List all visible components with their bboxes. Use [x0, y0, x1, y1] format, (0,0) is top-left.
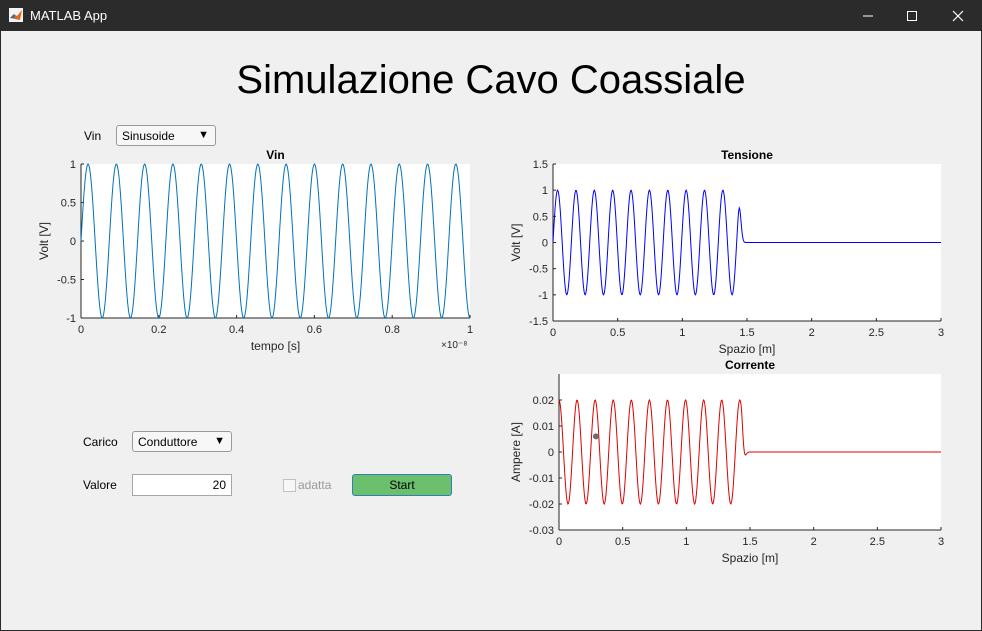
- x-tick-label: 1: [679, 327, 685, 339]
- data-marker: [592, 433, 599, 440]
- x-tick-label: 3: [938, 327, 944, 339]
- y-tick-label: -0.02: [529, 499, 554, 511]
- y-tick-label: 0.01: [533, 421, 554, 433]
- chart-title: Corrente: [725, 358, 775, 372]
- app-heading: Simulazione Cavo Coassiale: [236, 58, 746, 102]
- matlab-logo-icon: [9, 8, 23, 22]
- chart-2: 0 0.5 1 1.5 2 2.5 3 0.02 0.01 0 -0.01 -0.02 -0.03 Cor…: [509, 358, 944, 565]
- y-axis-label: Volt [V]: [37, 222, 51, 260]
- chevron-down-icon: ▼: [214, 435, 225, 447]
- x-tick-label: 3: [938, 536, 944, 548]
- chevron-down-icon: ▼: [198, 129, 209, 141]
- y-tick-label: -0.5: [57, 275, 76, 287]
- adatta-label: adatta: [298, 478, 332, 492]
- x-tick-label: 2: [811, 536, 817, 548]
- chart-1: 0 0.5 1 1.5 2 2.5 3 1.5 1 0.5 0 -0.5 -1 -1.5 Tensione S…: [509, 148, 944, 356]
- x-tick-label: 0.2: [151, 324, 166, 336]
- series-line-0: [80, 163, 471, 319]
- start-button[interactable]: Start: [352, 474, 452, 496]
- carico-label: Carico: [83, 435, 118, 449]
- chart-0: 0 0.2 0.4 0.6 0.8 1 1 0.5 0 -0.5 -1 Vin tempo [s] Vol…: [37, 148, 473, 353]
- minimize-button[interactable]: [845, 0, 891, 31]
- carico-dropdown[interactable]: Conduttore ▼: [132, 431, 232, 452]
- y-tick-label: -0.03: [529, 525, 554, 537]
- x-axis-label: Spazio [m]: [719, 342, 776, 356]
- valore-field[interactable]: [132, 474, 232, 496]
- y-tick-label: 0: [548, 447, 554, 459]
- y-tick-label: -1: [66, 313, 76, 325]
- x-tick-label: 0.6: [307, 324, 322, 336]
- maximize-icon: [907, 10, 917, 21]
- x-tick-label: 1.5: [742, 536, 757, 548]
- y-axis-label: Volt [V]: [509, 223, 523, 261]
- y-tick-label: -1: [538, 290, 548, 302]
- y-tick-label: 0.5: [533, 211, 548, 223]
- y-tick-label: 1: [542, 185, 548, 197]
- y-tick-label: -1.5: [529, 316, 548, 328]
- maximize-button[interactable]: [889, 0, 935, 31]
- x-tick-label: 2.5: [870, 536, 885, 548]
- x-axis-label: Spazio [m]: [722, 551, 779, 565]
- y-tick-label: 0.02: [533, 395, 554, 407]
- window-titlebar: MATLAB App: [0, 0, 982, 31]
- x-tick-label: 0.8: [385, 324, 400, 336]
- window-title: MATLAB App: [30, 8, 108, 23]
- x-tick-label: 0.5: [610, 327, 625, 339]
- y-tick-label: 1.5: [533, 159, 548, 171]
- vin-dropdown-value: Sinusoide: [122, 129, 175, 143]
- y-tick-label: 0.5: [61, 198, 76, 210]
- x-tick-label: 0.5: [615, 536, 630, 548]
- chart-title: Tensione: [721, 148, 773, 162]
- y-axis-label: Ampere [A]: [509, 422, 523, 482]
- x-axis-multiplier: ×10⁻⁸: [441, 340, 467, 351]
- valore-label: Valore: [83, 478, 117, 492]
- x-tick-label: 1: [683, 536, 689, 548]
- y-tick-label: -0.5: [529, 264, 548, 276]
- x-axis-label: tempo [s]: [251, 339, 300, 353]
- close-button[interactable]: [935, 0, 981, 31]
- y-tick-label: 1: [70, 159, 76, 171]
- close-icon: [952, 10, 964, 21]
- series-line-0: [552, 189, 941, 296]
- carico-dropdown-value: Conduttore: [138, 435, 198, 449]
- x-tick-label: 0: [556, 536, 562, 548]
- y-tick-label: 0: [542, 238, 548, 250]
- adatta-checkbox[interactable]: [283, 479, 296, 492]
- y-tick-label: -0.01: [529, 473, 554, 485]
- x-tick-label: 1.5: [739, 327, 754, 339]
- x-tick-label: 0: [78, 324, 84, 336]
- x-tick-label: 0.4: [229, 324, 244, 336]
- minimize-icon: [863, 15, 873, 16]
- x-tick-label: 2.5: [869, 327, 884, 339]
- vin-dropdown[interactable]: Sinusoide ▼: [116, 125, 216, 146]
- chart-title: Vin: [266, 148, 284, 162]
- x-tick-label: 0: [550, 327, 556, 339]
- series-line-0: [558, 398, 941, 506]
- x-tick-label: 2: [809, 327, 815, 339]
- x-tick-label: 1: [467, 324, 473, 336]
- y-tick-label: 0: [70, 236, 76, 248]
- vin-label: Vin: [84, 129, 102, 143]
